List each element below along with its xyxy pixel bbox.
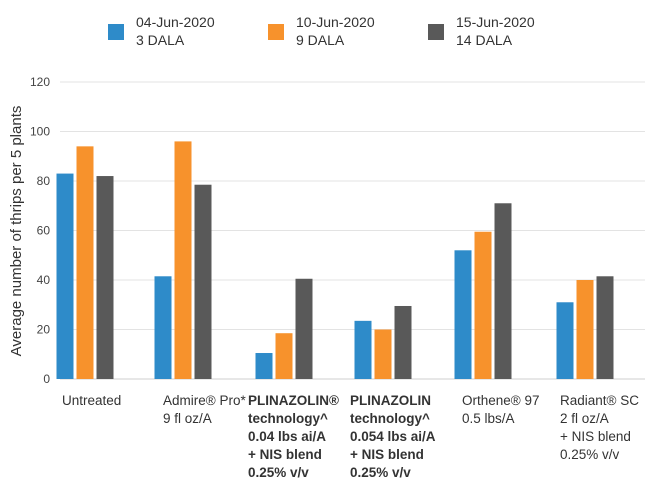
legend-swatch xyxy=(268,24,284,40)
y-tick-label: 120 xyxy=(30,75,50,89)
x-tick-label-line: PLINAZOLIN xyxy=(350,393,431,408)
legend-label: 15-Jun-2020 14 DALA xyxy=(456,13,535,49)
bar-2-2 xyxy=(174,141,192,379)
legend-item: 04-Jun-2020 3 DALA xyxy=(108,13,215,49)
x-tick-label-line: 0.25% v/v xyxy=(560,447,620,462)
legend-swatch xyxy=(428,24,444,40)
x-tick-label: Admire® Pro* 9 fl oz/A xyxy=(163,392,246,428)
y-tick-label: 20 xyxy=(37,323,51,337)
bar-3-4 xyxy=(394,305,412,379)
x-tick-label-line: + NIS blend xyxy=(560,429,631,444)
legend-series-sub: 14 DALA xyxy=(456,32,513,48)
x-tick-label-line: 0.25% v/v xyxy=(248,465,309,480)
chart-legend: 04-Jun-2020 3 DALA 10-Jun-2020 9 DALA 15-Jun… xyxy=(0,13,650,53)
bar-2-5 xyxy=(474,231,492,379)
x-tick-label: Orthene® 97 0.5 lbs/A xyxy=(462,392,540,428)
bar-3-2 xyxy=(194,184,212,379)
x-tick-label-line: Orthene® 97 xyxy=(462,393,540,408)
x-tick-label-line: 0.5 lbs/A xyxy=(462,411,515,426)
x-tick-label: PLINAZOLIN technology^ 0.054 lbs ai/A + NIS… xyxy=(350,392,436,482)
bar-2-6 xyxy=(576,280,594,379)
x-tick-label-line: + NIS blend xyxy=(248,447,322,462)
legend-item: 10-Jun-2020 9 DALA xyxy=(268,13,375,49)
x-tick-label: PLINAZOLIN® technology^ 0.04 lbs ai/A + NIS… xyxy=(248,392,339,482)
x-tick-label-line: technology^ xyxy=(350,411,430,426)
bar-1-4 xyxy=(354,320,372,379)
legend-item: 15-Jun-2020 14 DALA xyxy=(428,13,535,49)
y-axis-label: Average number of thrips per 5 plants xyxy=(8,106,25,357)
y-tick-label: 60 xyxy=(37,224,51,238)
y-tick-label: 40 xyxy=(37,273,51,287)
x-tick-label: Untreated xyxy=(62,392,121,410)
legend-label: 04-Jun-2020 3 DALA xyxy=(136,13,215,49)
y-tick-label: 100 xyxy=(30,125,50,139)
x-tick-label-line: PLINAZOLIN® xyxy=(248,393,339,408)
bar-1-5 xyxy=(454,250,472,379)
legend-series-name: 15-Jun-2020 xyxy=(456,14,535,30)
x-tick-label-line: + NIS blend xyxy=(350,447,424,462)
x-tick-label-line: 0.04 lbs ai/A xyxy=(248,429,327,444)
bar-3-3 xyxy=(295,278,313,379)
bar-1-1 xyxy=(56,173,74,379)
x-tick-label-line: 0.054 lbs ai/A xyxy=(350,429,436,444)
x-tick-label-line: Admire® Pro* xyxy=(163,393,246,408)
x-tick-label-line: 9 fl oz/A xyxy=(163,411,212,426)
x-tick-label-line: technology^ xyxy=(248,411,328,426)
legend-series-sub: 9 DALA xyxy=(296,32,345,48)
bar-1-6 xyxy=(556,302,574,379)
bar-2-4 xyxy=(374,329,392,379)
x-tick-label-line: Radiant® SC xyxy=(560,393,639,408)
legend-swatch xyxy=(108,24,124,40)
legend-label: 10-Jun-2020 9 DALA xyxy=(296,13,375,49)
y-tick-label: 80 xyxy=(37,174,51,188)
legend-series-sub: 3 DALA xyxy=(136,32,185,48)
x-tick-label-line: 2 fl oz/A xyxy=(560,411,609,426)
x-tick-label-line: Untreated xyxy=(62,393,122,408)
y-tick-label: 0 xyxy=(43,372,50,386)
bar-3-6 xyxy=(596,276,614,379)
bar-3-1 xyxy=(96,176,114,379)
bar-2-3 xyxy=(275,333,293,379)
bar-3-5 xyxy=(494,203,512,379)
x-tick-label-line: 0.25% v/v xyxy=(350,465,411,480)
x-tick-label: Radiant® SC 2 fl oz/A + NIS blend 0.25% v/v xyxy=(560,392,639,464)
legend-series-name: 10-Jun-2020 xyxy=(296,14,375,30)
bar-1-2 xyxy=(154,276,172,379)
bar-1-3 xyxy=(255,353,273,379)
bar-2-1 xyxy=(76,146,94,379)
legend-series-name: 04-Jun-2020 xyxy=(136,14,215,30)
